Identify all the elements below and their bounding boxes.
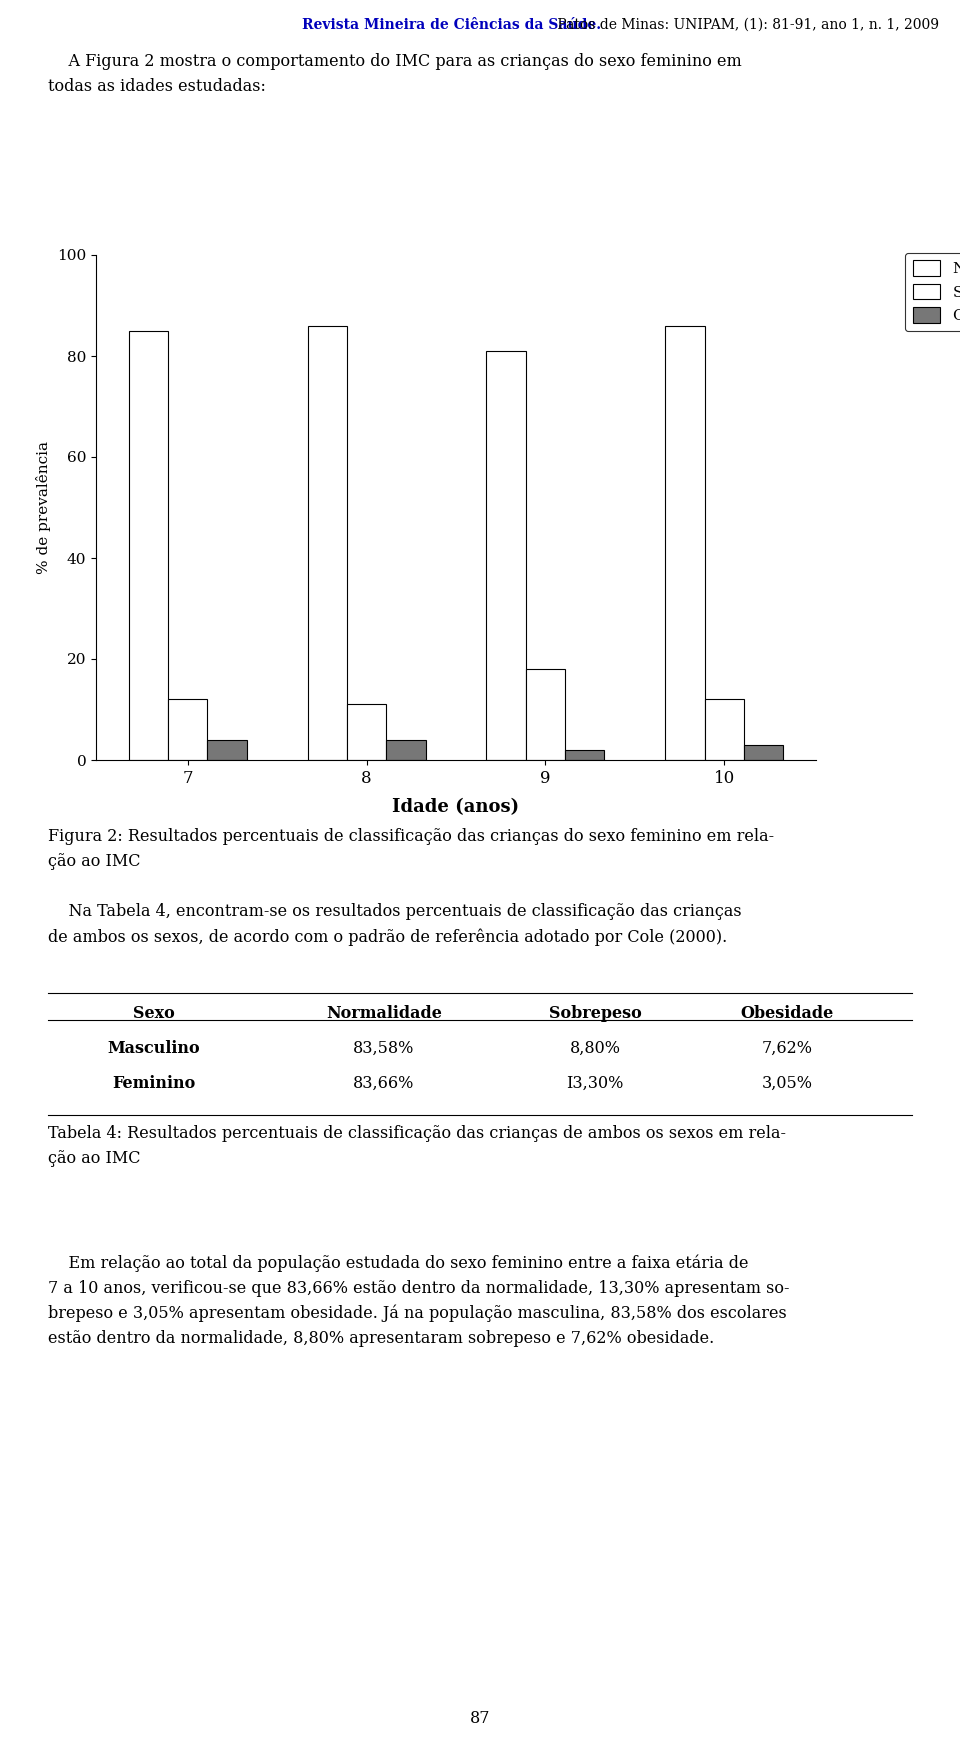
Text: brepeso e 3,05% apresentam obesidade. Já na população masculina, 83,58% dos esco: brepeso e 3,05% apresentam obesidade. Já… [48,1305,787,1323]
Y-axis label: % de prevalência: % de prevalência [36,441,52,574]
Bar [168,699,207,760]
Text: Sexo: Sexo [132,1005,175,1022]
Bar [705,699,744,760]
Text: Masculino: Masculino [108,1039,200,1057]
Bar [386,740,425,760]
Text: Feminino: Feminino [112,1076,195,1091]
Text: todas as idades estudadas:: todas as idades estudadas: [48,78,266,96]
Text: 7,62%: 7,62% [761,1039,813,1057]
X-axis label: Idade (anos): Idade (anos) [393,798,519,815]
Bar [307,325,347,760]
Text: estão dentro da normalidade, 8,80% apresentaram sobrepeso e 7,62% obesidade.: estão dentro da normalidade, 8,80% apres… [48,1330,714,1347]
Text: Em relação ao total da população estudada do sexo feminino entre a faixa etária : Em relação ao total da população estudad… [48,1255,749,1272]
Bar [487,351,526,760]
Text: Na Tabela 4, encontram-se os resultados percentuais de classificação das criança: Na Tabela 4, encontram-se os resultados … [48,904,742,919]
Legend: Normalidade, Sobrepeso, Obesidade: Normalidade, Sobrepeso, Obesidade [905,252,960,330]
Text: ção ao IMC: ção ao IMC [48,853,140,871]
Text: Patos de Minas: UNIPAM, (1): 81-91, ano 1, n. 1, 2009: Patos de Minas: UNIPAM, (1): 81-91, ano … [553,17,939,31]
Bar [207,740,247,760]
Text: 7 a 10 anos, verificou-se que 83,66% estão dentro da normalidade, 13,30% apresen: 7 a 10 anos, verificou-se que 83,66% est… [48,1279,789,1297]
Text: Tabela 4: Resultados percentuais de classificação das crianças de ambos os sexos: Tabela 4: Resultados percentuais de clas… [48,1124,786,1142]
Text: A Figura 2 mostra o comportamento do IMC para as crianças do sexo feminino em: A Figura 2 mostra o comportamento do IMC… [48,52,742,70]
Bar [565,749,605,760]
Text: Normalidade: Normalidade [326,1005,442,1022]
Text: 3,05%: 3,05% [761,1076,813,1091]
Text: I3,30%: I3,30% [566,1076,624,1091]
Text: de ambos os sexos, de acordo com o padrão de referência adotado por Cole (2000).: de ambos os sexos, de acordo com o padrã… [48,928,728,945]
Text: 83,58%: 83,58% [353,1039,415,1057]
Bar [526,669,565,760]
Bar [129,330,168,760]
Text: 87: 87 [469,1710,491,1728]
Text: ção ao IMC: ção ao IMC [48,1151,140,1166]
Text: 8,80%: 8,80% [569,1039,621,1057]
Text: Revista Mineira de Ciências da Saúde.: Revista Mineira de Ciências da Saúde. [302,17,602,31]
Text: Obesidade: Obesidade [740,1005,834,1022]
Text: Figura 2: Resultados percentuais de classificação das crianças do sexo feminino : Figura 2: Resultados percentuais de clas… [48,827,774,845]
Text: Sobrepeso: Sobrepeso [549,1005,641,1022]
Text: 83,66%: 83,66% [353,1076,415,1091]
Bar [347,704,386,760]
Bar [744,746,783,760]
Bar [665,325,705,760]
